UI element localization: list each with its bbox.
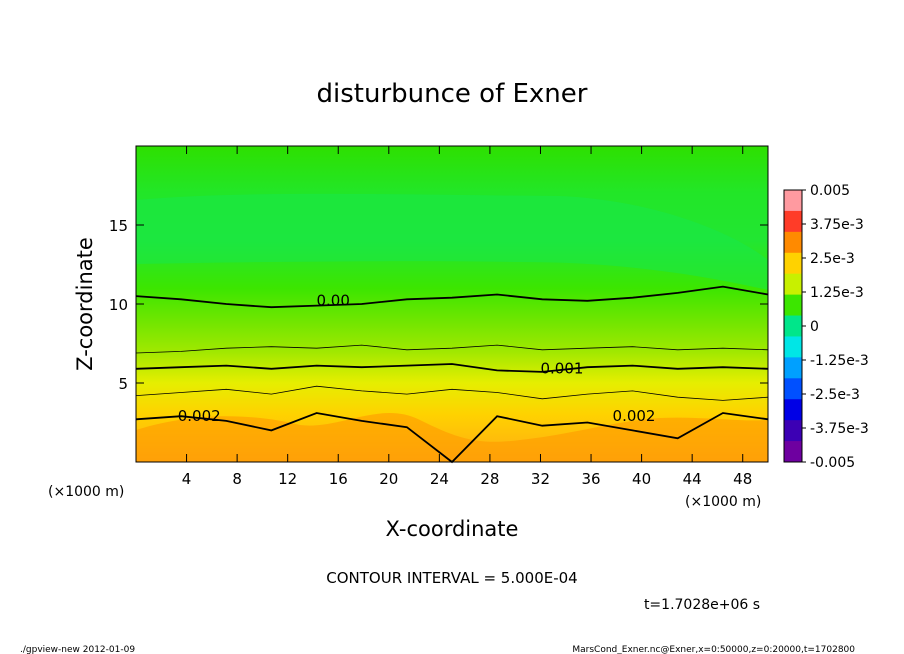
y-tick-label: 10 xyxy=(109,296,128,314)
colorbar-label: 1.25e-3 xyxy=(810,285,864,301)
colorbar-swatch xyxy=(784,420,802,442)
x-tick-label: 36 xyxy=(581,470,600,488)
x-unit-left: (×1000 m) xyxy=(48,484,124,500)
colorbar-label: -3.75e-3 xyxy=(810,421,869,437)
contour-label: 0.00 xyxy=(316,292,349,310)
colorbar-labels: 0.005 3.75e-3 2.5e-3 1.25e-3 0 -1.25e-3 -2.5e-… xyxy=(802,183,869,471)
y-axis-label: Z-coordinate xyxy=(73,237,97,371)
y-tick-label: 15 xyxy=(109,217,128,235)
colorbar-swatch xyxy=(784,315,802,337)
x-tick-label: 40 xyxy=(632,470,651,488)
x-tick-label: 4 xyxy=(182,470,192,488)
contour-label: 0.002 xyxy=(613,407,656,425)
colorbar-swatch xyxy=(784,399,802,421)
contour-label: 0.002 xyxy=(178,407,221,425)
colorbar-swatch xyxy=(784,273,802,296)
orange-band xyxy=(136,413,768,462)
contour-labels: 0.00 0.001 0.002 0.002 xyxy=(178,292,656,425)
colorbar-label: 3.75e-3 xyxy=(810,217,864,233)
contour-line-0.001 xyxy=(135,363,769,373)
x-unit-right: (×1000 m) xyxy=(685,494,761,510)
colorbar-swatch xyxy=(784,231,802,254)
x-tick-label: 44 xyxy=(683,470,702,488)
colorbar-swatch xyxy=(784,190,802,212)
x-tick-label: 32 xyxy=(531,470,550,488)
x-axis-label: X-coordinate xyxy=(386,517,519,541)
colorbar-label: -0.005 xyxy=(810,455,855,471)
colorbar-swatch xyxy=(784,441,802,463)
colorbar xyxy=(784,190,802,463)
contour-interval-note: CONTOUR INTERVAL = 5.000E-04 xyxy=(326,569,577,587)
colorbar-swatch xyxy=(784,210,802,233)
x-tick-label: 28 xyxy=(480,470,499,488)
colorbar-swatch xyxy=(784,252,802,275)
footer-right: MarsCond_Exner.nc@Exner,x=0:50000,z=0:20… xyxy=(572,645,855,654)
contour-line-5e-4 xyxy=(135,344,769,354)
footer-left: ./gpview-new 2012-01-09 xyxy=(20,645,135,654)
x-tick-label: 20 xyxy=(379,470,398,488)
contour-line-0.0 xyxy=(135,285,769,309)
colorbar-label: 2.5e-3 xyxy=(810,251,855,267)
colorbar-swatch xyxy=(784,294,802,317)
time-label: t=1.7028e+06 s xyxy=(644,597,760,613)
chart-title: disturbunce of Exner xyxy=(317,79,588,109)
light-green-band xyxy=(136,193,768,290)
x-tick-label: 24 xyxy=(430,470,449,488)
colorbar-label: 0 xyxy=(810,319,819,335)
contour-line-0.0015 xyxy=(135,385,769,401)
colorbar-label: -2.5e-3 xyxy=(810,387,860,403)
colorbar-swatch xyxy=(784,336,802,358)
y-axis: 5 10 15 xyxy=(109,217,768,393)
colorbar-swatch xyxy=(784,357,802,379)
x-tick-label: 16 xyxy=(329,470,348,488)
x-tick-label: 8 xyxy=(232,470,242,488)
y-tick-label: 5 xyxy=(118,375,128,393)
contour-label: 0.001 xyxy=(540,360,583,378)
x-tick-label: 48 xyxy=(733,470,752,488)
colorbar-swatch xyxy=(784,378,802,400)
x-axis: 4 8 12 16 20 24 28 32 36 40 44 48 xyxy=(182,146,752,488)
x-tick-label: 12 xyxy=(278,470,297,488)
colorbar-label: 0.005 xyxy=(810,183,850,199)
colorbar-label: -1.25e-3 xyxy=(810,353,869,369)
